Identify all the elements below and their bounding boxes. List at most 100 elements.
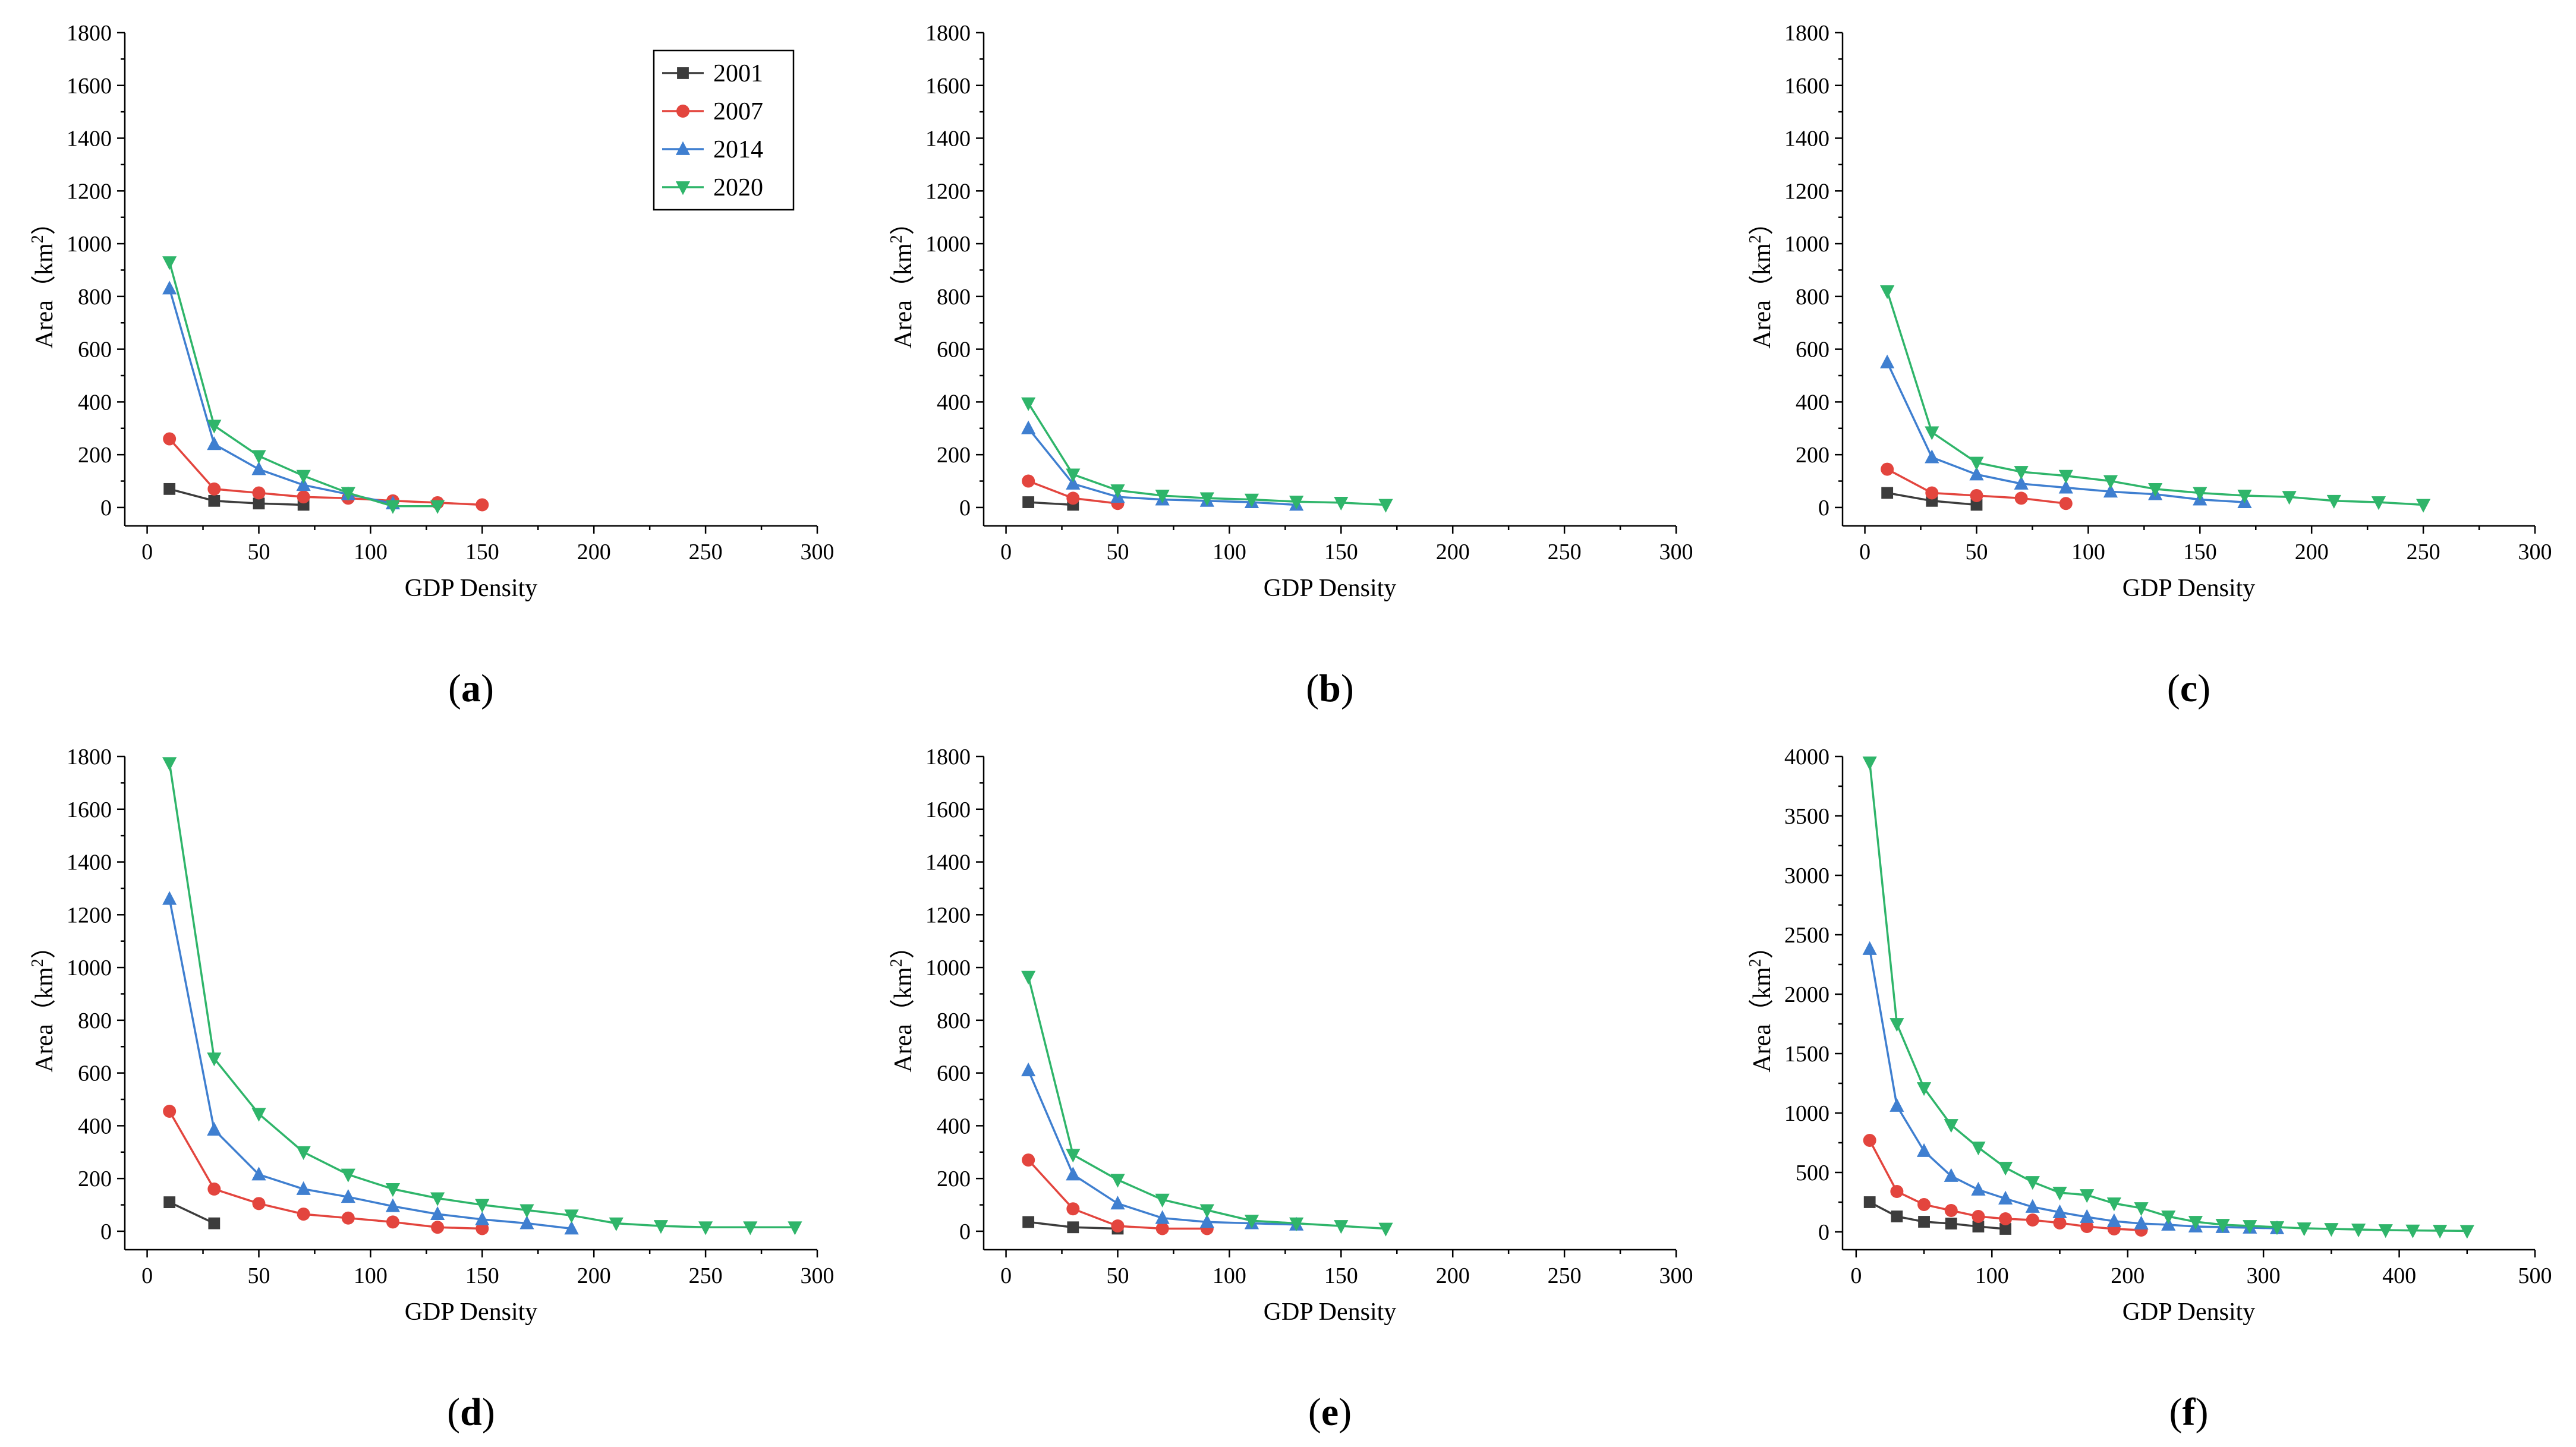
x-tick-label: 150 — [465, 1263, 499, 1288]
data-point-2020 — [1969, 456, 1984, 471]
data-point-2014 — [207, 1121, 222, 1136]
legend-marker-2020 — [675, 181, 691, 196]
data-point-2020 — [2080, 1189, 2095, 1203]
y-tick-label: 1400 — [925, 127, 971, 152]
x-tick-label: 300 — [2247, 1263, 2281, 1288]
data-point-2020 — [1890, 1018, 1904, 1032]
data-point-2020 — [1334, 1220, 1349, 1234]
y-tick-label: 2000 — [1784, 982, 1829, 1007]
y-tick-label: 4000 — [1784, 745, 1829, 770]
y-tick-label: 1000 — [1784, 1101, 1829, 1126]
series-2020 — [1880, 285, 2431, 513]
data-point-2020 — [2297, 1222, 2312, 1237]
panel-label: (a) — [448, 667, 494, 710]
series-2020 — [1862, 756, 2474, 1239]
panel-label: (d) — [447, 1391, 495, 1434]
data-point-2020 — [1971, 1142, 1986, 1156]
y-tick-label: 800 — [937, 1008, 971, 1033]
x-tick-label: 50 — [1106, 1263, 1129, 1288]
data-point-2020 — [296, 1146, 311, 1160]
y-tick-label: 1800 — [67, 745, 112, 770]
series-2007 — [1881, 462, 2073, 510]
data-point-2007 — [297, 490, 310, 504]
data-point-2014 — [1971, 1181, 1986, 1196]
data-point-2020 — [296, 469, 311, 484]
y-tick-label: 1600 — [67, 797, 112, 822]
series-2001 — [1022, 1216, 1124, 1235]
legend-marker-2001 — [677, 67, 689, 79]
data-point-2020 — [1155, 490, 1170, 504]
data-point-2007 — [1022, 474, 1035, 488]
legend: 2001 2007 2014 2020 — [653, 49, 795, 211]
series-line-2020 — [1886, 291, 2424, 506]
y-tick-label: 1400 — [1784, 127, 1829, 152]
data-point-2014 — [1916, 1143, 1932, 1157]
data-point-2007 — [1925, 486, 1939, 500]
data-point-2014 — [296, 1181, 311, 1195]
series-2007 — [1863, 1134, 2148, 1237]
y-tick-label: 800 — [78, 285, 112, 310]
data-point-2001 — [1891, 1210, 1903, 1222]
x-tick-label: 300 — [801, 540, 834, 565]
data-point-2001 — [1972, 1221, 1985, 1232]
chart-panel-e: 0 200 400 600 800 1000 1200 1400 1600 1800 0 50 100 1… — [859, 724, 1717, 1447]
x-axis-title: GDP Density — [1264, 1298, 1397, 1326]
data-point-2007 — [1022, 1153, 1035, 1167]
data-point-2020 — [251, 1108, 266, 1122]
x-axis-title: GDP Density — [1264, 575, 1397, 602]
series-2020 — [162, 256, 445, 514]
data-point-2020 — [1944, 1119, 1958, 1133]
y-tick-label: 200 — [937, 1167, 971, 1191]
x-tick-label: 200 — [2295, 540, 2329, 565]
data-point-2020 — [2193, 487, 2207, 501]
y-tick-label: 1500 — [1784, 1042, 1829, 1067]
data-point-2020 — [2237, 490, 2252, 504]
chart-panel-c: 0 200 400 600 800 1000 1200 1400 1600 1800 0 50 100 1… — [1718, 0, 2576, 723]
y-tick-label: 400 — [78, 390, 112, 415]
data-point-2020 — [2148, 483, 2163, 497]
x-tick-label: 250 — [689, 540, 723, 565]
legend-marker-2007 — [676, 105, 689, 118]
y-axis-title: Area（km2） — [29, 934, 58, 1072]
chart-svg-c: 0 200 400 600 800 1000 1200 1400 1600 1800 0 50 100 1… — [1746, 21, 2552, 710]
panel-label: (b) — [1306, 667, 1354, 710]
data-point-2020 — [385, 500, 401, 514]
data-point-2014 — [2025, 1199, 2040, 1213]
x-tick-label: 300 — [1659, 540, 1693, 565]
series-2001 — [1863, 1196, 2012, 1235]
x-tick-label: 150 — [465, 540, 499, 565]
chart-panel-a: 0 200 400 600 800 1000 1200 1400 1600 1800 0 50 100 1… — [0, 0, 858, 723]
data-point-2007 — [1111, 1219, 1125, 1233]
data-point-2020 — [2103, 475, 2118, 489]
y-tick-label: 800 — [1796, 285, 1829, 310]
x-axis-title: GDP Density — [2122, 1298, 2256, 1326]
data-point-2020 — [2405, 1224, 2420, 1238]
x-tick-label: 400 — [2382, 1263, 2416, 1288]
data-point-2007 — [1863, 1134, 1876, 1147]
y-tick-label: 1600 — [67, 74, 112, 99]
x-tick-label: 500 — [2518, 1263, 2552, 1288]
data-point-2001 — [1863, 1196, 1876, 1208]
data-point-2001 — [1022, 496, 1035, 508]
x-tick-label: 150 — [2183, 540, 2217, 565]
y-tick-label: 400 — [937, 1114, 971, 1139]
y-tick-label: 0 — [959, 1219, 971, 1244]
data-point-2020 — [162, 757, 177, 771]
chart-panel-d: 0 200 400 600 800 1000 1200 1400 1600 1800 0 50 100 1… — [0, 724, 858, 1447]
x-tick-label: 0 — [1000, 1263, 1012, 1288]
data-point-2007 — [207, 1182, 221, 1196]
data-point-2001 — [208, 1217, 221, 1230]
data-point-2007 — [341, 1211, 355, 1225]
data-point-2020 — [2134, 1202, 2149, 1216]
x-axis-title: GDP Density — [405, 1298, 538, 1326]
y-tick-label: 600 — [937, 338, 971, 362]
data-point-2001 — [208, 494, 221, 507]
data-point-2020 — [251, 450, 266, 464]
data-point-2020 — [1021, 970, 1036, 985]
x-tick-label: 100 — [2071, 540, 2105, 565]
data-point-2001 — [1067, 1221, 1079, 1234]
data-point-2020 — [1862, 756, 1877, 771]
data-point-2001 — [1022, 1216, 1035, 1228]
data-point-2014 — [1066, 475, 1081, 490]
y-tick-label: 0 — [1818, 1220, 1829, 1245]
